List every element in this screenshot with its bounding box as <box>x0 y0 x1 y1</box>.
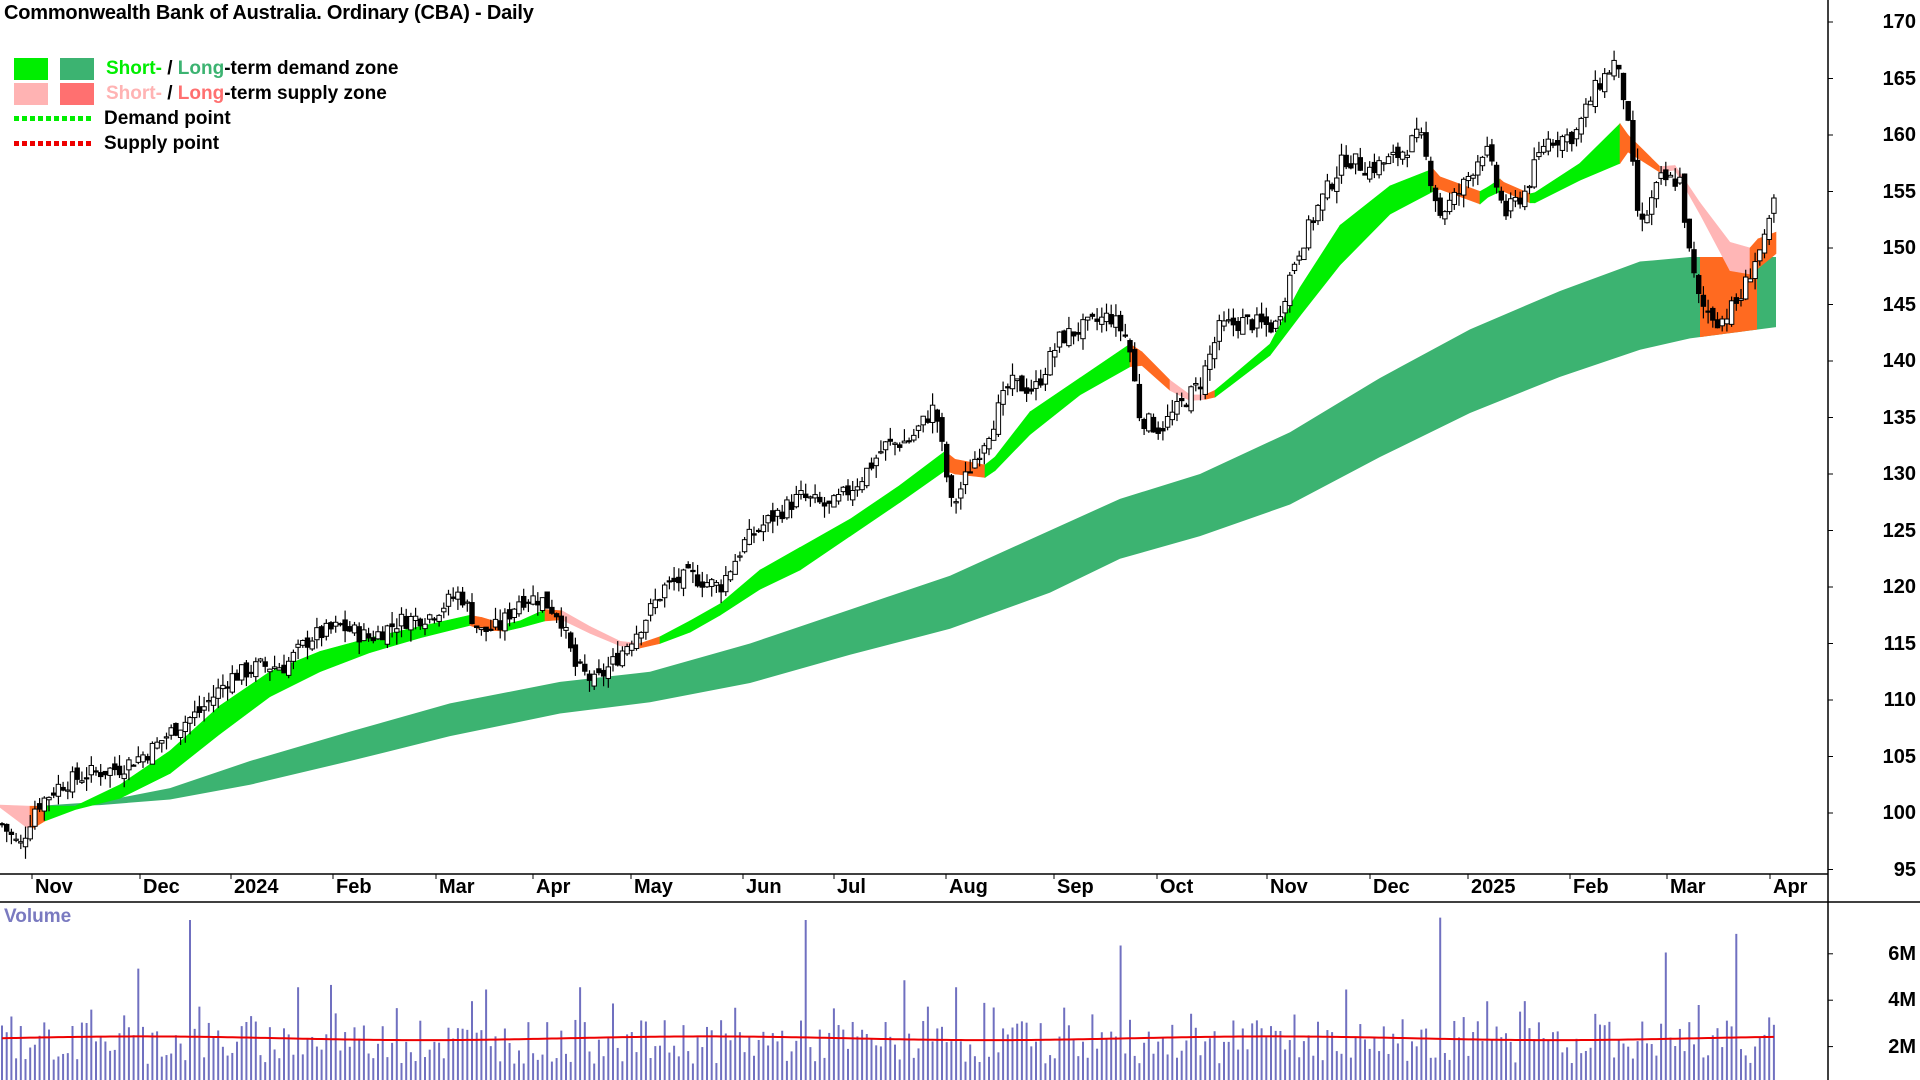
x-tick-label: Apr <box>536 876 571 898</box>
y-tick-label: 100 <box>1882 802 1916 824</box>
legend-short-label: Short- <box>106 82 162 104</box>
x-tick-label: Nov <box>1270 876 1308 898</box>
y-tick-label: 140 <box>1882 350 1916 372</box>
y-tick-label: 145 <box>1882 293 1916 316</box>
y-tick-label: 165 <box>1882 67 1916 90</box>
legend-long-label: Long <box>177 57 225 79</box>
legend-demand-point-label: Demand point <box>104 107 231 129</box>
long-supply-swatch <box>60 82 94 105</box>
y-tick-label: 95 <box>1893 858 1916 881</box>
short-term-zone-band <box>0 122 1777 831</box>
legend-long-label: Long <box>177 82 225 104</box>
y-tick-label: 105 <box>1882 745 1916 768</box>
legend-supply-zone: Short- / Long -term supply zone <box>14 81 398 106</box>
x-tick-label: 2024 <box>234 876 279 898</box>
y-tick-label: 125 <box>1882 519 1916 542</box>
legend-supply-point-label: Supply point <box>104 132 220 154</box>
legend-sep: / <box>161 82 178 104</box>
x-tick-label: Feb <box>1573 876 1609 898</box>
x-tick-label: Nov <box>35 876 73 898</box>
legend-supply-rest: -term supply zone <box>224 82 387 104</box>
x-tick-label: Jun <box>746 876 782 898</box>
legend-sep: / <box>161 57 178 79</box>
x-tick-label: Apr <box>1773 876 1808 898</box>
x-tick-label: Jul <box>837 876 866 898</box>
legend-short-label: Short- <box>106 57 162 79</box>
long-term-zone-band <box>0 257 1776 809</box>
volume-tick-label: 6M <box>1888 942 1916 965</box>
x-tick-label: Mar <box>1670 876 1706 898</box>
legend-demand-rest: -term demand zone <box>224 57 399 79</box>
y-tick-label: 150 <box>1882 237 1916 259</box>
x-tick-label: Dec <box>143 876 180 898</box>
y-tick-label: 135 <box>1882 406 1916 429</box>
x-tick-label: Feb <box>336 876 372 898</box>
demand-point-dotted-line-icon <box>14 116 92 121</box>
y-tick-label: 115 <box>1883 632 1916 655</box>
x-tick-label: Dec <box>1373 876 1410 898</box>
x-tick-label: Aug <box>949 876 988 898</box>
supply-point-dotted-line-icon <box>14 141 92 146</box>
x-tick-label: Oct <box>1160 876 1194 898</box>
x-tick-label: May <box>634 876 673 898</box>
short-supply-swatch <box>14 82 48 105</box>
x-tick-label: 2025 <box>1471 876 1516 898</box>
volume-bars <box>1 917 1775 1080</box>
x-tick-label: Sep <box>1057 876 1094 898</box>
legend-demand-zone: Short- / Long -term demand zone <box>14 56 398 81</box>
chart-title: Commonwealth Bank of Australia. Ordinary… <box>4 2 534 24</box>
volume-tick-label: 2M <box>1888 1035 1916 1058</box>
legend-supply-point: Supply point <box>14 131 398 156</box>
short-demand-swatch <box>14 57 48 80</box>
y-tick-label: 160 <box>1882 124 1916 146</box>
y-tick-label: 170 <box>1882 11 1916 33</box>
y-tick-label: 130 <box>1882 463 1916 485</box>
x-tick-label: Mar <box>439 876 475 898</box>
volume-tick-label: 4M <box>1888 989 1916 1012</box>
candlesticks <box>0 50 1777 859</box>
y-tick-label: 155 <box>1882 180 1916 203</box>
volume-pane-label: Volume <box>4 906 72 927</box>
legend: Short- / Long -term demand zone Short- /… <box>14 56 398 156</box>
legend-demand-point: Demand point <box>14 106 398 131</box>
long-demand-swatch <box>60 57 94 80</box>
y-tick-label: 120 <box>1882 576 1916 598</box>
y-tick-label: 110 <box>1883 689 1916 711</box>
